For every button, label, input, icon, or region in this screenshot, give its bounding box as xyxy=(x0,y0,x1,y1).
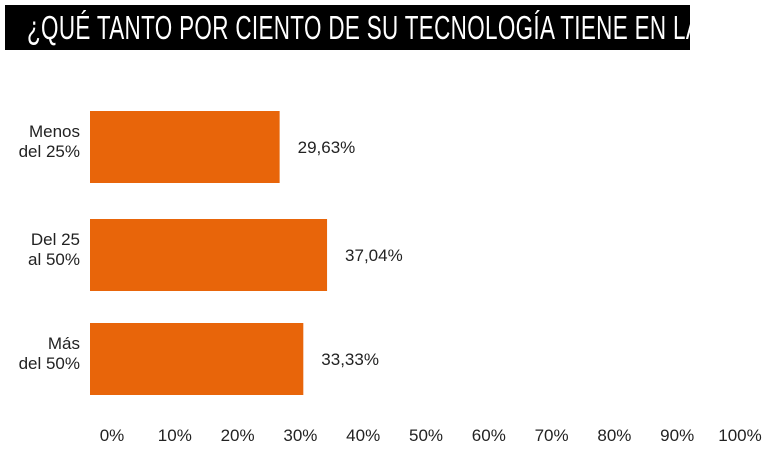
bar xyxy=(90,323,304,395)
x-tick-label: 80% xyxy=(597,426,631,445)
x-tick-label: 100% xyxy=(718,426,761,445)
category-label: del 25% xyxy=(19,142,80,161)
value-label: 29,63% xyxy=(298,138,356,157)
chart-title: ¿QUÉ TANTO POR CIENTO DE SU TECNOLOGÍA T… xyxy=(27,9,776,46)
category-label: del 50% xyxy=(19,354,80,373)
bar xyxy=(90,219,328,291)
x-tick-label: 60% xyxy=(472,426,506,445)
value-label: 37,04% xyxy=(345,246,403,265)
category-label: al 50% xyxy=(28,250,80,269)
category-label: Del 25 xyxy=(31,230,80,249)
title-bar: ¿QUÉ TANTO POR CIENTO DE SU TECNOLOGÍA T… xyxy=(5,5,776,50)
x-tick-label: 40% xyxy=(346,426,380,445)
value-label: 33,33% xyxy=(321,350,379,369)
category-label: Más xyxy=(48,334,80,353)
x-tick-label: 50% xyxy=(409,426,443,445)
bar xyxy=(90,111,280,183)
x-tick-label: 30% xyxy=(283,426,317,445)
x-tick-label: 0% xyxy=(100,426,125,445)
x-tick-label: 70% xyxy=(535,426,569,445)
x-tick-label: 90% xyxy=(660,426,694,445)
x-tick-label: 10% xyxy=(158,426,192,445)
x-tick-label: 20% xyxy=(221,426,255,445)
category-label: Menos xyxy=(29,122,80,141)
